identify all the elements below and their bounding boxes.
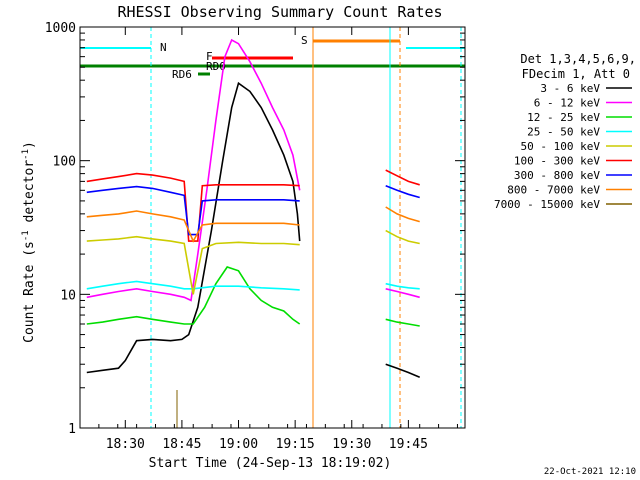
annotation-rd6: RD6 xyxy=(172,68,192,81)
series-line-0 xyxy=(86,81,301,374)
x-tick-label-1: 18:45 xyxy=(162,437,201,452)
legend-label-8: 7000 - 15000 keV xyxy=(494,198,600,211)
x-tick-label-5: 19:45 xyxy=(389,437,428,452)
plot-area: N F S RD0 RD6 xyxy=(80,27,465,428)
series-line-1 xyxy=(385,363,421,378)
axes: 18:30 18:45 19:00 19:15 19:30 19:45 1 10 100 1000 xyxy=(45,21,466,452)
y-tick-label-2: 100 xyxy=(53,155,76,170)
legend-label-1: 6 - 12 keV xyxy=(534,97,601,110)
series-line-4 xyxy=(86,266,301,325)
y-axis-label: Count Rate (s-1 detector-1) xyxy=(21,141,37,343)
x-tick-label-2: 19:00 xyxy=(219,437,258,452)
series-line-3 xyxy=(385,288,420,299)
annotation-f: F xyxy=(206,50,213,63)
y-tick-label-0: 1 xyxy=(68,422,76,437)
x-axis-label: Start Time (24-Sep-13 18:19:02) xyxy=(149,456,392,471)
legend-header-2: FDecim 1, Att 0 xyxy=(522,67,630,81)
legend-header-1: Det 1,3,4,5,6,9, xyxy=(520,52,636,66)
y-tick-label-1: 10 xyxy=(60,288,76,303)
series-line-7 xyxy=(385,282,420,290)
x-tick-label-0: 18:30 xyxy=(106,437,145,452)
series-line-8 xyxy=(86,235,300,295)
legend: Det 1,3,4,5,6,9, FDecim 1, Att 0 3 - 6 k… xyxy=(494,52,636,211)
annotation-rd0: RD0 xyxy=(206,60,226,73)
plot-frame xyxy=(79,26,466,429)
legend-label-2: 12 - 25 keV xyxy=(527,111,600,124)
series-line-13 xyxy=(385,184,420,199)
y-tick-label-3: 1000 xyxy=(45,21,76,36)
series-line-11 xyxy=(385,169,420,186)
annotation-s: S xyxy=(301,34,308,47)
x-tick-label-3: 19:15 xyxy=(276,437,315,452)
series-line-15 xyxy=(385,206,420,223)
annotation-n: N xyxy=(160,41,167,54)
series-line-14 xyxy=(86,210,300,243)
series-line-2 xyxy=(86,38,301,302)
footer-date: 22-Oct-2021 12:10 xyxy=(544,467,636,477)
legend-label-7: 800 - 7000 keV xyxy=(507,184,600,197)
series-line-5 xyxy=(385,318,420,327)
series-line-6 xyxy=(86,280,300,291)
x-tick-label-4: 19:30 xyxy=(332,437,371,452)
legend-label-3: 25 - 50 keV xyxy=(527,126,600,139)
series-line-12 xyxy=(86,185,300,236)
series-line-10 xyxy=(86,172,300,242)
chart-title: RHESSI Observing Summary Count Rates xyxy=(117,3,442,21)
legend-label-4: 50 - 100 keV xyxy=(521,140,601,153)
legend-label-5: 100 - 300 keV xyxy=(514,155,600,168)
series-line-9 xyxy=(385,229,420,245)
legend-label-0: 3 - 6 keV xyxy=(540,82,600,95)
legend-label-6: 300 - 800 keV xyxy=(514,169,600,182)
